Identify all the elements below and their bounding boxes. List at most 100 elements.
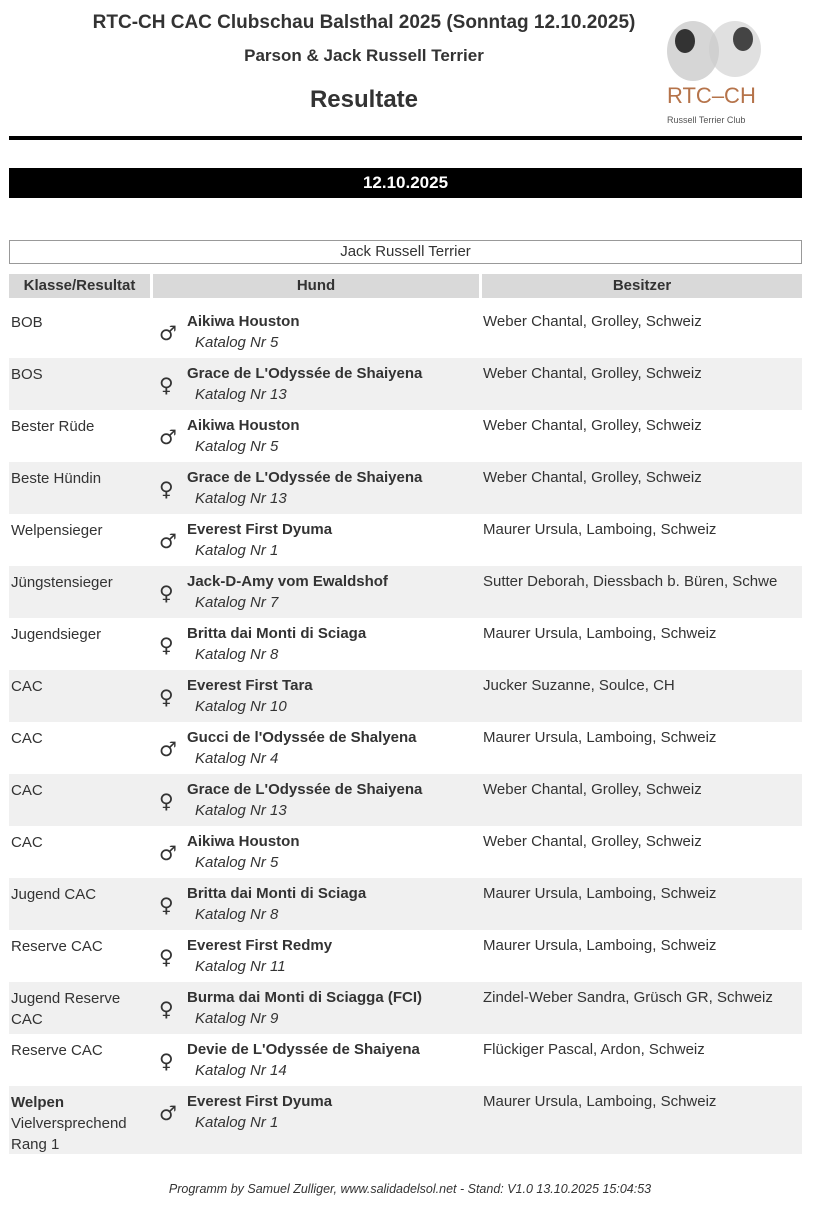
catalog-number: Katalog Nr 9: [195, 1010, 279, 1027]
klasse-cell: Welpensieger: [11, 520, 151, 541]
female-symbol-icon: ♀: [159, 893, 174, 917]
table-row: Jugend CAC ♀ Britta dai Monti di Sciaga Kat…: [9, 878, 802, 930]
catalog-number: Katalog Nr 1: [195, 542, 279, 559]
owner: Flückiger Pascal, Ardon, Schweiz: [483, 1041, 705, 1058]
klasse-cell: BOB: [11, 312, 151, 333]
results-table: BOB ♂ Aikiwa Houston Katalog Nr 5 Weber Chan…: [9, 306, 802, 1154]
klasse-cell: Reserve CAC: [11, 1040, 151, 1061]
female-symbol-icon: ♀: [159, 685, 174, 709]
table-row: Welpen Vielversprechend Rang 1 ♂ Everest Fi…: [9, 1086, 802, 1154]
female-symbol-icon: ♀: [159, 633, 174, 657]
owner: Maurer Ursula, Lamboing, Schweiz: [483, 885, 717, 902]
logo-text: RTC–CH: [667, 83, 756, 108]
male-symbol-icon: ♂: [159, 529, 177, 553]
dog-name: Aikiwa Houston: [187, 313, 300, 330]
klasse-cell: Welpen Vielversprechend Rang 1: [11, 1092, 151, 1155]
club-logo: RTC–CH Russell Terrier Club: [667, 21, 761, 125]
male-symbol-icon: ♂: [159, 737, 177, 761]
logo-subtext: Russell Terrier Club: [667, 115, 745, 125]
klasse-text: Jüngstensieger: [11, 574, 113, 591]
klasse-cell: Beste Hündin: [11, 468, 151, 489]
catalog-number: Katalog Nr 13: [195, 490, 287, 507]
female-symbol-icon: ♀: [159, 997, 174, 1021]
dog-name: Gucci de l'Odyssée de Shalyena: [187, 729, 417, 746]
klasse-cell: CAC: [11, 676, 151, 697]
klasse-text: BOB: [11, 314, 43, 331]
owner: Maurer Ursula, Lamboing, Schweiz: [483, 729, 717, 746]
breed-header: Jack Russell Terrier: [9, 240, 802, 264]
dog-name: Everest First Redmy: [187, 937, 333, 954]
female-symbol-icon: ♀: [159, 373, 174, 397]
table-row: CAC ♂ Aikiwa Houston Katalog Nr 5 Weber Chan…: [9, 826, 802, 878]
klasse-text: Reserve CAC: [11, 938, 103, 955]
klasse-text: Jugendsieger: [11, 626, 102, 643]
table-row: Bester Rüde ♂ Aikiwa Houston Katalog Nr 5 We…: [9, 410, 802, 462]
male-symbol-icon: ♂: [159, 1101, 177, 1125]
catalog-number: Katalog Nr 5: [195, 334, 279, 351]
owner: Maurer Ursula, Lamboing, Schweiz: [483, 625, 717, 642]
female-symbol-icon: ♀: [159, 477, 174, 501]
owner: Weber Chantal, Grolley, Schweiz: [483, 833, 702, 850]
klasse-text: Jugend CAC: [11, 886, 97, 903]
dog-name: Everest First Dyuma: [187, 521, 333, 538]
owner: Weber Chantal, Grolley, Schweiz: [483, 469, 702, 486]
klasse-text: Reserve CAC: [11, 1042, 103, 1059]
table-row: CAC ♀ Everest First Tara Katalog Nr 10 Jucke…: [9, 670, 802, 722]
table-row: Welpensieger ♂ Everest First Dyuma Katalog …: [9, 514, 802, 566]
female-symbol-icon: ♀: [159, 1049, 174, 1073]
klasse-cell: Jugend Reserve CAC: [11, 988, 151, 1030]
owner: Maurer Ursula, Lamboing, Schweiz: [483, 937, 717, 954]
dog-name: Britta dai Monti di Sciaga: [187, 625, 367, 642]
owner: Weber Chantal, Grolley, Schweiz: [483, 365, 702, 382]
dog-name: Devie de L'Odyssée de Shaiyena: [187, 1041, 420, 1058]
table-row: BOS ♀ Grace de L'Odyssée de Shaiyena Katalo…: [9, 358, 802, 410]
catalog-number: Katalog Nr 13: [195, 802, 287, 819]
klasse-cell: BOS: [11, 364, 151, 385]
klasse-cell: Jugend CAC: [11, 884, 151, 905]
klasse-text: Welpensieger: [11, 522, 103, 539]
footer: Programm by Samuel Zulliger, www.salidad…: [168, 1182, 652, 1196]
klasse-text: CAC: [11, 730, 43, 747]
dog-name: Grace de L'Odyssée de Shaiyena: [187, 781, 423, 798]
owner: Sutter Deborah, Diessbach b. Büren, Schw…: [483, 573, 778, 590]
dog-name: Grace de L'Odyssée de Shaiyena: [187, 365, 423, 382]
female-symbol-icon: ♀: [159, 581, 174, 605]
klasse-cell: CAC: [11, 780, 151, 801]
owner: Weber Chantal, Grolley, Schweiz: [483, 417, 702, 434]
table-row: Jüngstensieger ♀ Jack-D-Amy vom Ewaldshof K…: [9, 566, 802, 618]
table-row: Jugend Reserve CAC ♀ Burma dai Monti di Sc…: [9, 982, 802, 1034]
catalog-number: Katalog Nr 14: [195, 1062, 287, 1079]
owner: Weber Chantal, Grolley, Schweiz: [483, 313, 702, 330]
table-row: Beste Hündin ♀ Grace de L'Odyssée de Shaiy…: [9, 462, 802, 514]
klasse-cell: Jugendsieger: [11, 624, 151, 645]
klasse-text: CAC: [11, 782, 43, 799]
catalog-number: Katalog Nr 11: [195, 958, 286, 975]
male-symbol-icon: ♂: [159, 321, 177, 345]
klasse-text: Vielversprechend Rang 1: [11, 1115, 127, 1153]
catalog-number: Katalog Nr 7: [195, 594, 279, 611]
male-symbol-icon: ♂: [159, 841, 177, 865]
page-heading: Resultate: [309, 86, 419, 113]
klasse-text: Jugend Reserve CAC: [11, 990, 121, 1028]
dog-name: Jack-D-Amy vom Ewaldshof: [187, 573, 388, 590]
klasse-text: BOS: [11, 366, 43, 383]
dog-name: Everest First Dyuma: [187, 1093, 333, 1110]
dog-name: Britta dai Monti di Sciaga: [187, 885, 367, 902]
klasse-text: CAC: [11, 834, 43, 851]
klasse-text: Beste Hündin: [11, 470, 102, 487]
male-symbol-icon: ♂: [159, 425, 177, 449]
klasse-cell: Bester Rüde: [11, 416, 151, 437]
col-header-hund: Hund: [153, 274, 479, 298]
owner: Jucker Suzanne, Soulce, CH: [483, 677, 675, 694]
female-symbol-icon: ♀: [159, 945, 174, 969]
catalog-number: Katalog Nr 13: [195, 386, 287, 403]
catalog-number: Katalog Nr 5: [195, 854, 279, 871]
page-title: RTC-CH CAC Clubschau Balsthal 2025 (Sonn…: [92, 12, 636, 33]
owner: Weber Chantal, Grolley, Schweiz: [483, 781, 702, 798]
catalog-number: Katalog Nr 8: [195, 646, 279, 663]
dog-name: Everest First Tara: [187, 677, 313, 694]
female-symbol-icon: ♀: [159, 789, 174, 813]
klasse-cell: Jüngstensieger: [11, 572, 151, 593]
table-row: Jugendsieger ♀ Britta dai Monti di Sciaga K…: [9, 618, 802, 670]
